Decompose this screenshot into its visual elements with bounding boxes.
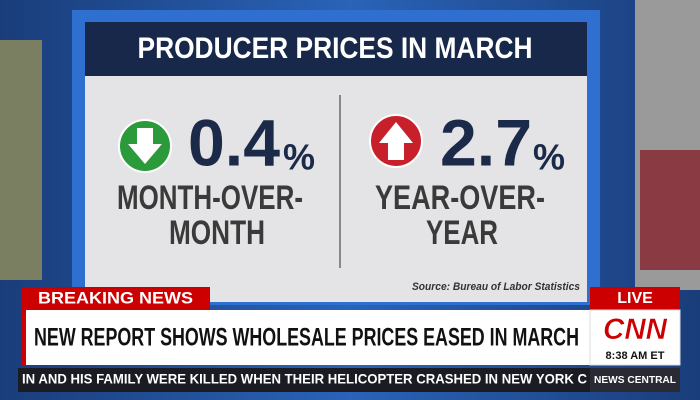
yoy-label-line: YEAR — [426, 214, 498, 252]
source-note: Source: Bureau of Labor Statistics — [412, 281, 580, 293]
title-bar — [85, 22, 587, 76]
yoy-unit: % — [533, 137, 565, 178]
down-arrow — [128, 128, 162, 164]
yoy-label-line: YEAR-OVER- — [375, 179, 545, 217]
mom-value: 0.4 — [188, 105, 280, 179]
clock: 8:38 AM ET — [606, 350, 665, 362]
headline: NEW REPORT SHOWS WHOLESALE PRICES EASED … — [34, 324, 579, 352]
network-logo: CNN — [603, 313, 668, 346]
headline-accent — [22, 310, 26, 365]
flag-image — [640, 150, 700, 270]
money-image — [0, 40, 42, 280]
logo-box — [589, 309, 681, 366]
live-tag — [590, 287, 680, 310]
mom-unit: % — [283, 137, 315, 178]
ticker-text: IN AND HIS FAMILY WERE KILLED WHEN THEIR… — [22, 371, 587, 387]
yoy-value: 2.7 — [440, 105, 532, 179]
mom-label-line: MONTH — [169, 214, 265, 252]
headline-bar — [22, 310, 590, 365]
graphic-title: PRODUCER PRICES IN MARCH — [138, 32, 533, 65]
mom-label-line: MONTH-OVER- — [117, 179, 303, 217]
up-arrow — [379, 122, 413, 160]
show-box — [590, 368, 680, 392]
show-name: NEWS CENTRAL — [594, 374, 677, 386]
breaking-tag — [22, 287, 210, 310]
live-text: LIVE — [617, 290, 653, 307]
ticker-bar — [18, 368, 590, 392]
breaking-text: BREAKING NEWS — [38, 288, 193, 307]
